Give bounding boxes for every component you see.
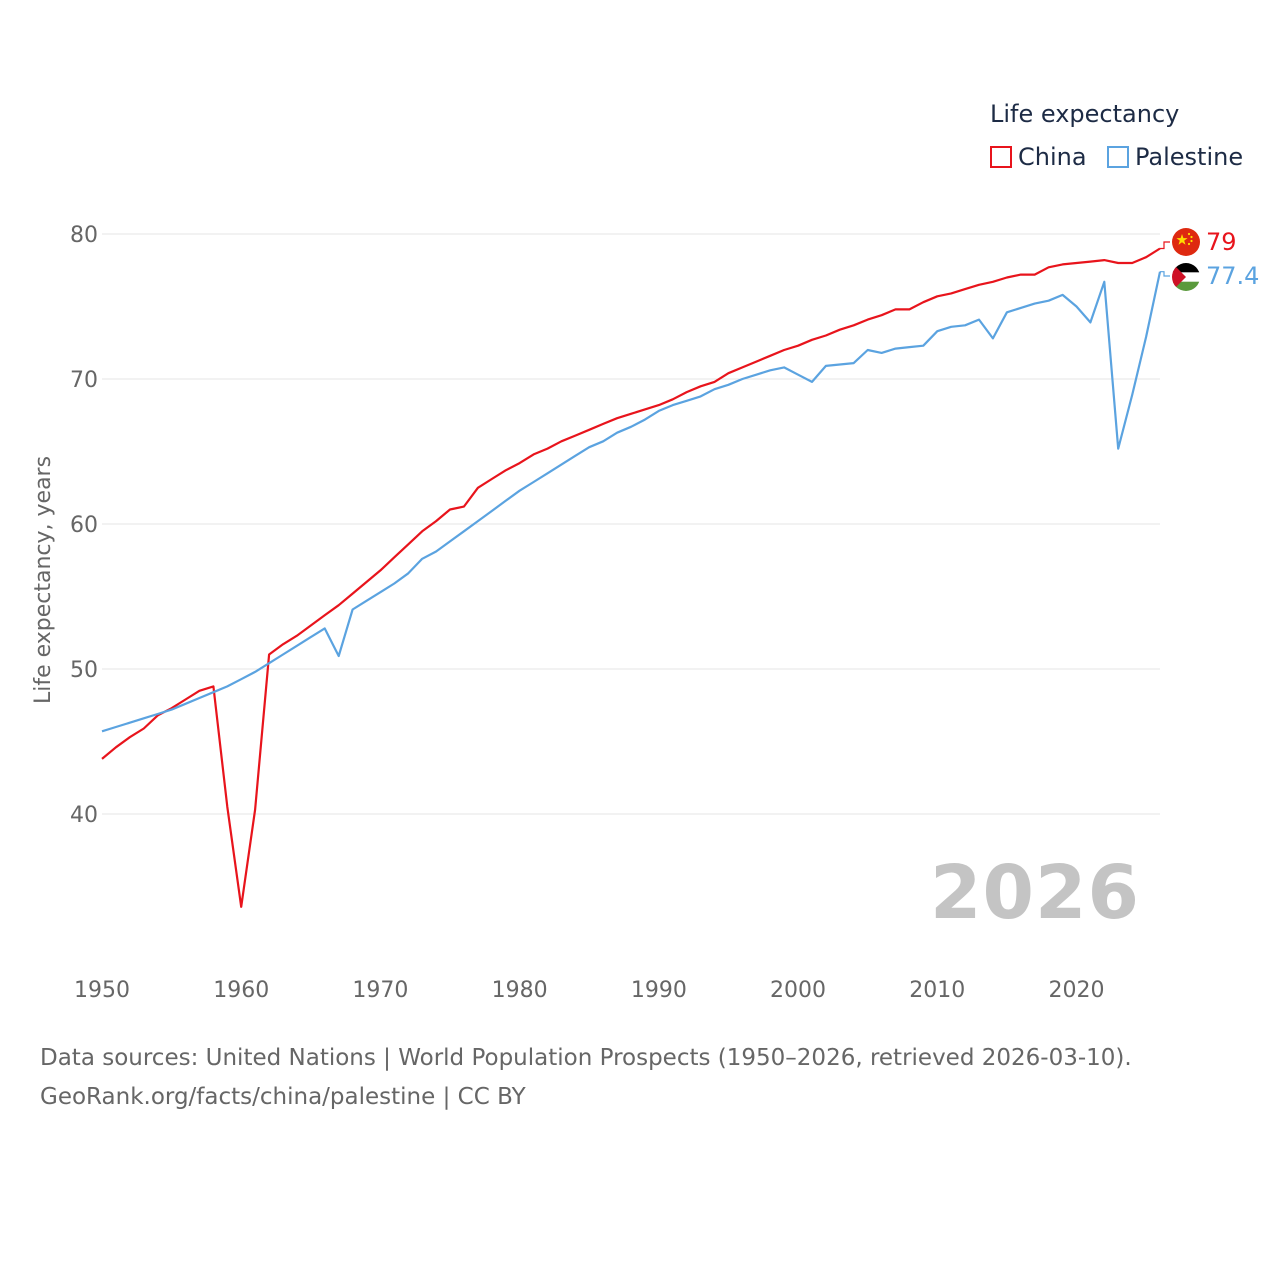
- x-tick-label: 1950: [74, 978, 130, 1003]
- legend-swatch-palestine: [1107, 146, 1129, 168]
- y-axis-title: Life expectancy, years: [31, 456, 56, 704]
- series-lines: [101, 241, 1170, 908]
- legend-item-china[interactable]: China: [990, 142, 1087, 172]
- y-tick-label: 60: [70, 513, 98, 538]
- y-tick-label: 50: [70, 658, 98, 683]
- x-axis-ticks: 1950 1960 1970 1980 1990 2000 2010 2020: [74, 978, 1104, 1003]
- year-watermark: 2026: [930, 850, 1140, 936]
- legend-label-china: China: [1018, 143, 1087, 171]
- legend-title: Life expectancy: [990, 100, 1180, 128]
- source-line-1: Data sources: United Nations | World Pop…: [40, 1045, 1132, 1071]
- end-label-china: 79: [1206, 228, 1237, 256]
- x-tick-label: 2010: [909, 978, 965, 1003]
- legend-item-palestine[interactable]: Palestine: [1107, 142, 1243, 172]
- x-tick-label: 1970: [352, 978, 408, 1003]
- end-connector-palestine: [1160, 271, 1170, 277]
- series-line-china: [101, 247, 1161, 908]
- series-line-palestine: [101, 271, 1162, 733]
- y-tick-label: 80: [70, 223, 98, 248]
- y-tick-label: 70: [70, 368, 98, 393]
- legend-label-palestine: Palestine: [1135, 143, 1244, 171]
- x-tick-label: 2000: [770, 978, 826, 1003]
- end-labels: 79 77.4: [1206, 228, 1259, 290]
- x-tick-label: 1960: [213, 978, 269, 1003]
- end-flags: [1172, 228, 1200, 291]
- x-tick-label: 1990: [631, 978, 687, 1003]
- end-label-palestine: 77.4: [1206, 262, 1259, 290]
- grid-lines: [102, 233, 1160, 815]
- x-tick-label: 2020: [1048, 978, 1104, 1003]
- x-tick-label: 1980: [492, 978, 548, 1003]
- palestine-flag-icon: [1172, 263, 1200, 291]
- china-flag-icon: [1172, 228, 1200, 256]
- y-axis-ticks: 40 50 60 70 80: [70, 223, 98, 828]
- y-tick-label: 40: [70, 803, 98, 828]
- source-line-2[interactable]: GeoRank.org/facts/china/palestine | CC B…: [40, 1084, 526, 1110]
- end-connector-china: [1160, 241, 1170, 250]
- legend-swatch-china: [990, 146, 1012, 168]
